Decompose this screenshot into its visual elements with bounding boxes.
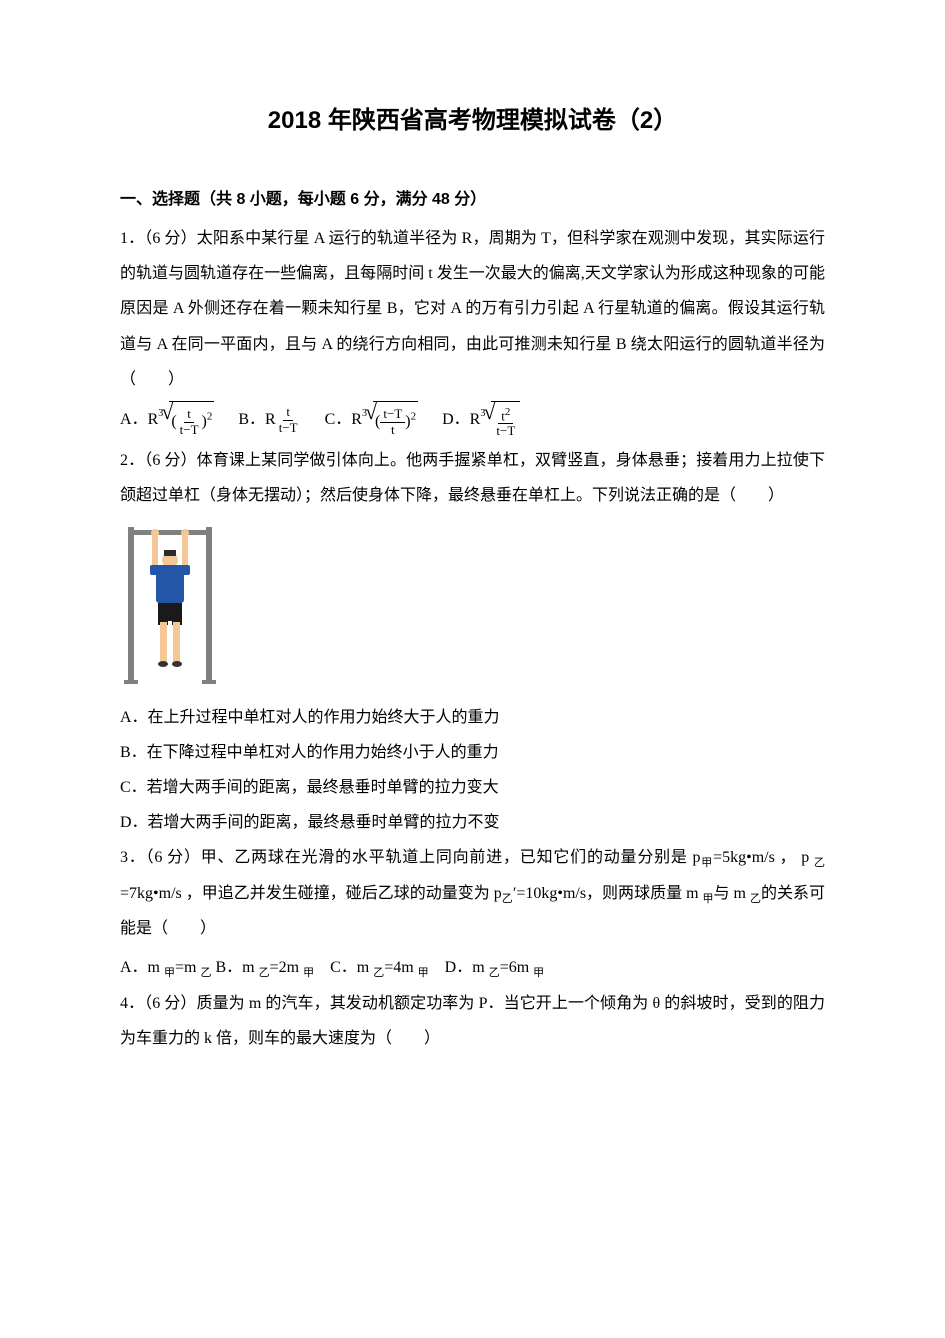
var-R: R — [148, 402, 159, 437]
section-header: 一、选择题（共 8 小题，每小题 6 分，满分 48 分） — [120, 185, 825, 209]
q2-option-c: C．若增大两手间的距离，最终悬垂时单臂的拉力变大 — [120, 770, 825, 805]
sub-jia2: 甲 — [703, 893, 714, 905]
q3-t1: 3．（6 分）甲、乙两球在光滑的水平轨道上同向前进，已知它们的动量分别是 p — [120, 849, 701, 866]
question-4-text: 4．（6 分）质量为 m 的汽车，其发动机额定功率为 P．当它开上一个倾角为 θ… — [120, 986, 825, 1056]
frac-den: t−T — [493, 424, 518, 438]
pullup-figure-icon — [120, 522, 220, 687]
frac-den: t−T — [276, 421, 301, 435]
sub-yi2: 乙 — [502, 893, 513, 905]
exp-2: 2 — [411, 411, 417, 423]
q1-option-d: D． R 3 √ t2t−T — [442, 401, 520, 439]
frac-num: t — [184, 407, 194, 422]
q1-optd-label: D． — [442, 402, 470, 437]
q3-opta: A．m 甲=m 乙 — [120, 959, 211, 976]
q3-t4: ′=10kg•m/s，则两球质量 m — [513, 885, 703, 902]
exp-2: 2 — [207, 411, 213, 423]
q1-formula-c: R 3 √ (t−Tt)2 — [351, 401, 418, 439]
sub-jia: 甲 — [701, 857, 714, 869]
root-content: t2t−T — [491, 401, 520, 439]
q3-optd: D．m 乙=6m 甲 — [445, 959, 544, 976]
q3-t5: 与 m — [714, 885, 750, 902]
q1-formula-a: R 3 √ (tt−T)2 — [148, 401, 215, 439]
frac-num: t−T — [380, 407, 405, 422]
exam-title: 2018 年陕西省高考物理模拟试卷（2） — [120, 100, 825, 135]
var-R: R — [265, 402, 276, 437]
q3-optc: C．m 乙=4m 甲 — [330, 959, 429, 976]
frac-num: t — [283, 405, 293, 420]
q1-opta-label: A． — [120, 402, 148, 437]
q1-option-a: A． R 3 √ (tt−T)2 — [120, 401, 214, 439]
q3-optb: B．m 乙=2m 甲 — [215, 959, 314, 976]
q3-t3: =7kg•m/s ，甲追乙并发生碰撞，碰后乙球的动量变为 p — [120, 885, 502, 902]
q1-optb-label: B． — [238, 402, 265, 437]
q1-formula-b: R tt−T — [265, 402, 301, 437]
frac-num: t2 — [498, 406, 513, 425]
q1-option-c: C． R 3 √ (t−Tt)2 — [325, 401, 418, 439]
question-3-options: A．m 甲=m 乙 B．m 乙=2m 甲 C．m 乙=4m 甲 D．m 乙=6m… — [120, 950, 825, 985]
root-index: 3 — [158, 403, 163, 425]
frac-den: t — [388, 423, 398, 437]
var-R: R — [470, 402, 481, 437]
root-content: (t−Tt)2 — [373, 401, 418, 439]
root-index: 3 — [362, 403, 367, 425]
question-3-text: 3．（6 分）甲、乙两球在光滑的水平轨道上同向前进，已知它们的动量分别是 p甲=… — [120, 840, 825, 946]
root-content: (tt−T)2 — [169, 401, 214, 439]
frac-den: t−T — [177, 423, 202, 437]
sub-yi3: 乙 — [750, 893, 761, 905]
q2-option-d: D．若增大两手间的距离，最终悬垂时单臂的拉力不变 — [120, 805, 825, 840]
q1-optc-label: C． — [325, 402, 352, 437]
q2-option-a: A．在上升过程中单杠对人的作用力始终大于人的重力 — [120, 700, 825, 735]
q1-formula-d: R 3 √ t2t−T — [470, 401, 521, 439]
q1-option-b: B． R tt−T — [238, 402, 300, 437]
root-index: 3 — [480, 403, 485, 425]
question-1-options: A． R 3 √ (tt−T)2 B． R tt−T C． R 3 √ — [120, 401, 825, 439]
q3-t2: =5kg•m/s ， p — [713, 849, 814, 866]
var-R: R — [351, 402, 362, 437]
q2-option-b: B．在下降过程中单杠对人的作用力始终小于人的重力 — [120, 735, 825, 770]
question-2-text: 2．（6 分）体育课上某同学做引体向上。他两手握紧单杠，双臂竖直，身体悬垂；接着… — [120, 443, 825, 513]
sub-yi: 乙 — [814, 857, 825, 869]
question-1-text: 1．（6 分）太阳系中某行星 A 运行的轨道半径为 R，周期为 T，但科学家在观… — [120, 221, 825, 397]
pullup-figure-container — [120, 522, 825, 692]
